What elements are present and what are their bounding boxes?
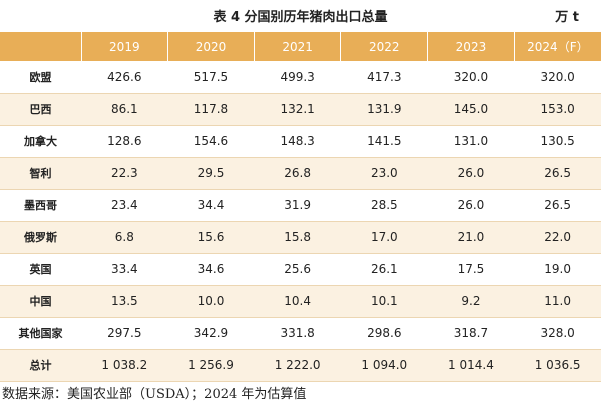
- value-cell: 13.5: [81, 285, 168, 318]
- value-cell: 1 014.4: [427, 349, 515, 382]
- value-cell: 10.0: [167, 285, 255, 318]
- value-cell: 153.0: [514, 93, 601, 126]
- source-note: 数据来源：美国农业部（USDA）；2024 年为估算值: [2, 387, 307, 402]
- value-cell: 297.5: [81, 317, 168, 350]
- value-cell: 34.4: [167, 189, 255, 222]
- unit-label: 万 t: [555, 10, 579, 25]
- value-cell: 26.1: [340, 253, 428, 286]
- value-cell: 342.9: [167, 317, 255, 350]
- value-cell: 10.1: [340, 285, 428, 318]
- header-row: 2019 2020 2021 2022 2023 2024（F）: [0, 32, 601, 61]
- value-cell: 417.3: [340, 61, 428, 94]
- value-cell: 131.9: [340, 93, 428, 126]
- row-label: 其他国家: [0, 317, 81, 350]
- header-cell-corner: [0, 32, 82, 61]
- value-cell: 86.1: [81, 93, 168, 126]
- table-row: 其他国家 297.5 342.9 331.8 298.6 318.7 328.0: [0, 317, 601, 350]
- value-cell: 17.0: [340, 221, 428, 254]
- value-cell: 6.8: [81, 221, 168, 254]
- value-cell: 15.6: [167, 221, 255, 254]
- value-cell: 328.0: [514, 317, 601, 350]
- header-cell-year: 2019: [81, 32, 169, 61]
- header-cell-year: 2020: [167, 32, 255, 61]
- table-title: 表 4 分国别历年猪肉出口总量: [213, 10, 388, 25]
- value-cell: 17.5: [427, 253, 515, 286]
- header-cell-year: 2023: [427, 32, 515, 61]
- value-cell: 26.8: [254, 157, 341, 190]
- value-cell: 426.6: [81, 61, 168, 94]
- value-cell: 26.5: [514, 189, 601, 222]
- row-label: 总计: [0, 349, 81, 382]
- value-cell: 9.2: [427, 285, 515, 318]
- value-cell: 23.0: [340, 157, 428, 190]
- value-cell: 298.6: [340, 317, 428, 350]
- table-row: 墨西哥 23.4 34.4 31.9 28.5 26.0 26.5: [0, 189, 601, 222]
- value-cell: 19.0: [514, 253, 601, 286]
- value-cell: 130.5: [514, 125, 601, 158]
- value-cell: 320.0: [427, 61, 515, 94]
- value-cell: 154.6: [167, 125, 255, 158]
- value-cell: 11.0: [514, 285, 601, 318]
- value-cell: 1 256.9: [167, 349, 255, 382]
- value-cell: 29.5: [167, 157, 255, 190]
- value-cell: 21.0: [427, 221, 515, 254]
- header-cell-year: 2021: [254, 32, 342, 61]
- value-cell: 318.7: [427, 317, 515, 350]
- table-row: 俄罗斯 6.8 15.6 15.8 17.0 21.0 22.0: [0, 221, 601, 254]
- value-cell: 26.0: [427, 189, 515, 222]
- table-row: 巴西 86.1 117.8 132.1 131.9 145.0 153.0: [0, 93, 601, 126]
- value-cell: 15.8: [254, 221, 341, 254]
- value-cell: 320.0: [514, 61, 601, 94]
- value-cell: 28.5: [340, 189, 428, 222]
- value-cell: 1 038.2: [81, 349, 168, 382]
- table-row: 中国 13.5 10.0 10.4 10.1 9.2 11.0: [0, 285, 601, 318]
- value-cell: 26.5: [514, 157, 601, 190]
- value-cell: 145.0: [427, 93, 515, 126]
- header-cell-year: 2022: [340, 32, 429, 61]
- value-cell: 10.4: [254, 285, 341, 318]
- value-cell: 331.8: [254, 317, 341, 350]
- value-cell: 33.4: [81, 253, 168, 286]
- pork-export-table: 2019 2020 2021 2022 2023 2024（F） 欧盟 426.6…: [0, 32, 601, 382]
- value-cell: 31.9: [254, 189, 341, 222]
- value-cell: 1 222.0: [254, 349, 341, 382]
- table-row: 智利 22.3 29.5 26.8 23.0 26.0 26.5: [0, 157, 601, 190]
- value-cell: 22.0: [514, 221, 601, 254]
- value-cell: 1 036.5: [514, 349, 601, 382]
- row-label: 智利: [0, 157, 81, 190]
- table-row: 总计 1 038.2 1 256.9 1 222.0 1 094.0 1 014.4 1 0…: [0, 349, 601, 382]
- value-cell: 141.5: [340, 125, 428, 158]
- table-row: 加拿大 128.6 154.6 148.3 141.5 131.0 130.5: [0, 125, 601, 158]
- value-cell: 132.1: [254, 93, 341, 126]
- row-label: 巴西: [0, 93, 81, 126]
- value-cell: 34.6: [167, 253, 255, 286]
- table-row: 欧盟 426.6 517.5 499.3 417.3 320.0 320.0: [0, 61, 601, 94]
- value-cell: 128.6: [81, 125, 168, 158]
- row-label: 中国: [0, 285, 81, 318]
- row-label: 墨西哥: [0, 189, 81, 222]
- row-label: 欧盟: [0, 61, 81, 94]
- value-cell: 25.6: [254, 253, 341, 286]
- row-label: 加拿大: [0, 125, 81, 158]
- value-cell: 23.4: [81, 189, 168, 222]
- value-cell: 117.8: [167, 93, 255, 126]
- value-cell: 1 094.0: [340, 349, 428, 382]
- row-label: 俄罗斯: [0, 221, 81, 254]
- value-cell: 517.5: [167, 61, 255, 94]
- value-cell: 131.0: [427, 125, 515, 158]
- value-cell: 26.0: [427, 157, 515, 190]
- value-cell: 22.3: [81, 157, 168, 190]
- table-body: 欧盟 426.6 517.5 499.3 417.3 320.0 320.0 巴西 86.1 11…: [0, 61, 601, 382]
- value-cell: 499.3: [254, 61, 341, 94]
- table-row: 英国 33.4 34.6 25.6 26.1 17.5 19.0: [0, 253, 601, 286]
- value-cell: 148.3: [254, 125, 341, 158]
- header-cell-year: 2024（F）: [527, 40, 589, 54]
- row-label: 英国: [0, 253, 81, 286]
